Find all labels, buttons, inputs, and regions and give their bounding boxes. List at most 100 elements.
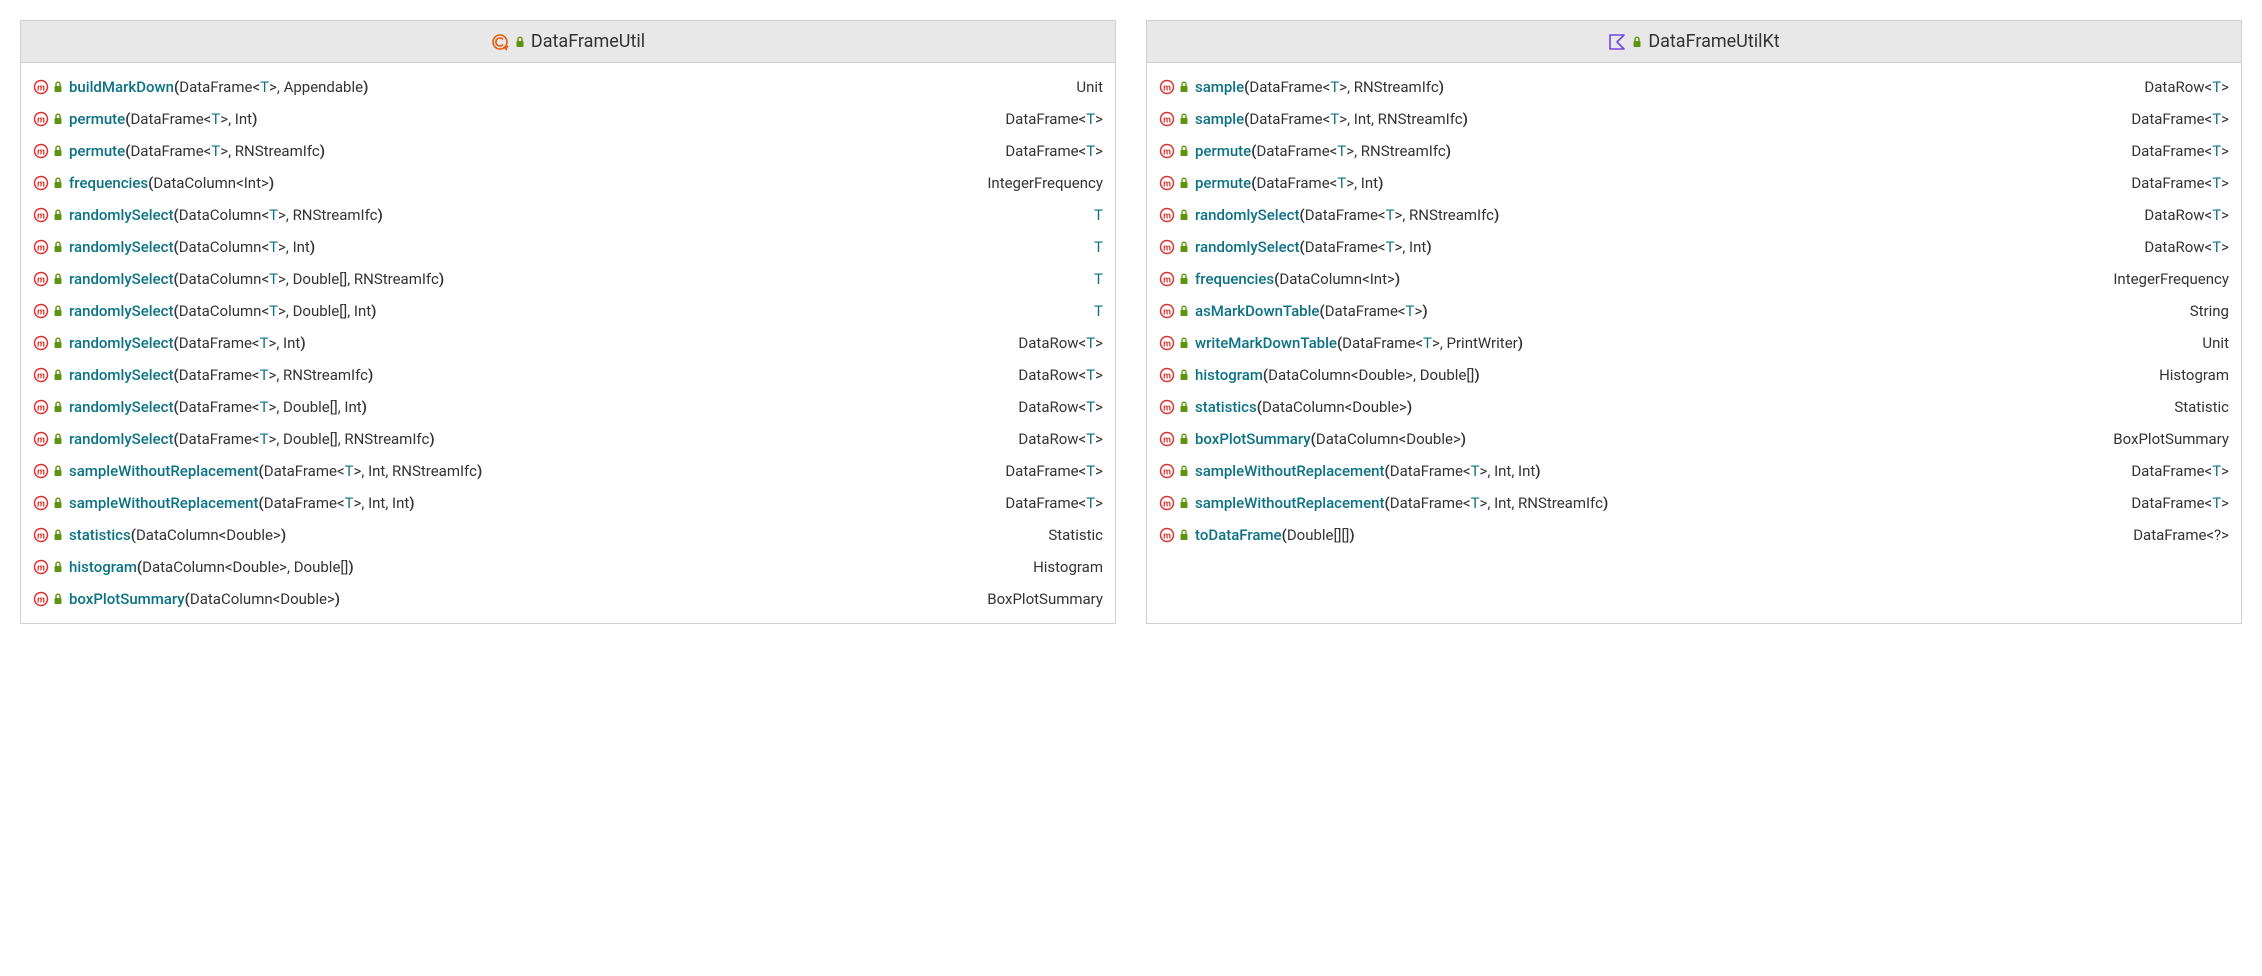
method-row[interactable]: m randomlySelect(DataFrame<T>, RNStreamI… (1147, 199, 2241, 231)
return-type: Histogram (2149, 363, 2229, 387)
method-row[interactable]: m histogram(DataColumn<Double>, Double[]… (1147, 359, 2241, 391)
return-type: DataFrame<T> (2121, 491, 2229, 515)
method-icon: m (1159, 431, 1175, 447)
method-name: boxPlotSummary (69, 590, 185, 608)
method-signature: randomlySelect(DataFrame<T>, Double[], I… (69, 395, 1004, 419)
method-row[interactable]: m randomlySelect(DataColumn<T>, Int)T (21, 231, 1115, 263)
method-row[interactable]: m permute(DataFrame<T>, RNStreamIfc)Data… (21, 135, 1115, 167)
return-type: DataRow<T> (1008, 363, 1103, 387)
lock-icon (1179, 305, 1189, 317)
method-icon: m (33, 335, 49, 351)
return-type: DataFrame<T> (2121, 459, 2229, 483)
return-type: DataRow<T> (2134, 75, 2229, 99)
method-row[interactable]: m histogram(DataColumn<Double>, Double[]… (21, 551, 1115, 583)
method-icon: m (1159, 335, 1175, 351)
method-row[interactable]: m permute(DataFrame<T>, RNStreamIfc)Data… (1147, 135, 2241, 167)
method-row[interactable]: m randomlySelect(DataColumn<T>, Double[]… (21, 295, 1115, 327)
svg-text:m: m (37, 275, 45, 285)
method-signature: toDataFrame(Double[][]) (1195, 523, 2119, 547)
method-row[interactable]: m permute(DataFrame<T>, Int)DataFrame<T> (21, 103, 1115, 135)
panel-header: DataFrameUtilKt (1147, 21, 2241, 63)
method-signature: writeMarkDownTable(DataFrame<T>, PrintWr… (1195, 331, 2188, 355)
method-row[interactable]: m sample(DataFrame<T>, Int, RNStreamIfc)… (1147, 103, 2241, 135)
class-panel: DataFrameUtilKt m sample(DataFrame<T>, R… (1146, 20, 2242, 624)
method-name: asMarkDownTable (1195, 302, 1319, 320)
method-signature: randomlySelect(DataColumn<T>, Double[], … (69, 299, 1080, 323)
return-type: T (1084, 203, 1103, 227)
svg-text:m: m (37, 243, 45, 253)
method-row[interactable]: m randomlySelect(DataFrame<T>, Double[],… (21, 391, 1115, 423)
method-row[interactable]: m randomlySelect(DataFrame<T>, RNStreamI… (21, 359, 1115, 391)
method-signature: sample(DataFrame<T>, Int, RNStreamIfc) (1195, 107, 2117, 131)
panel-header: DataFrameUtil (21, 21, 1115, 63)
return-type: DataFrame<T> (995, 491, 1103, 515)
lock-icon (53, 241, 63, 253)
lock-icon (1179, 401, 1189, 413)
svg-text:m: m (37, 339, 45, 349)
method-row[interactable]: m asMarkDownTable(DataFrame<T>)String (1147, 295, 2241, 327)
method-icon: m (33, 303, 49, 319)
svg-text:m: m (37, 563, 45, 573)
method-row[interactable]: m toDataFrame(Double[][])DataFrame<?> (1147, 519, 2241, 551)
lock-icon (53, 209, 63, 221)
method-signature: histogram(DataColumn<Double>, Double[]) (69, 555, 1019, 579)
lock-icon (53, 177, 63, 189)
method-name: sampleWithoutReplacement (69, 494, 259, 512)
method-name: writeMarkDownTable (1195, 334, 1337, 352)
return-type: Histogram (1023, 555, 1103, 579)
return-type: DataFrame<T> (2121, 139, 2229, 163)
method-row[interactable]: m sampleWithoutReplacement(DataFrame<T>,… (1147, 487, 2241, 519)
method-signature: sampleWithoutReplacement(DataFrame<T>, I… (69, 459, 991, 483)
lock-icon (53, 561, 63, 573)
method-row[interactable]: m statistics(DataColumn<Double>)Statisti… (21, 519, 1115, 551)
method-icon: m (33, 111, 49, 127)
svg-text:m: m (37, 595, 45, 605)
method-row[interactable]: m writeMarkDownTable(DataFrame<T>, Print… (1147, 327, 2241, 359)
method-name: frequencies (1195, 270, 1274, 288)
method-icon: m (33, 591, 49, 607)
svg-text:m: m (37, 435, 45, 445)
lock-icon (1179, 209, 1189, 221)
method-row[interactable]: m sampleWithoutReplacement(DataFrame<T>,… (21, 455, 1115, 487)
class-panel: DataFrameUtil m buildMarkDown(DataFrame<… (20, 20, 1116, 624)
method-row[interactable]: m sampleWithoutReplacement(DataFrame<T>,… (1147, 455, 2241, 487)
method-icon: m (33, 367, 49, 383)
method-signature: randomlySelect(DataColumn<T>, Double[], … (69, 267, 1080, 291)
method-row[interactable]: m randomlySelect(DataFrame<T>, Double[],… (21, 423, 1115, 455)
return-type: DataFrame<T> (995, 107, 1103, 131)
method-name: buildMarkDown (69, 78, 174, 96)
method-icon: m (1159, 175, 1175, 191)
method-row[interactable]: m buildMarkDown(DataFrame<T>, Appendable… (21, 71, 1115, 103)
lock-icon (53, 145, 63, 157)
svg-text:m: m (1163, 115, 1171, 125)
method-name: boxPlotSummary (1195, 430, 1311, 448)
lock-icon (53, 113, 63, 125)
lock-icon (1632, 36, 1642, 48)
method-row[interactable]: m permute(DataFrame<T>, Int)DataFrame<T> (1147, 167, 2241, 199)
method-name: permute (1195, 142, 1251, 160)
method-row[interactable]: m boxPlotSummary(DataColumn<Double>)BoxP… (21, 583, 1115, 615)
method-signature: permute(DataFrame<T>, Int) (69, 107, 991, 131)
method-row[interactable]: m frequencies(DataColumn<Int>)IntegerFre… (1147, 263, 2241, 295)
return-type: DataRow<T> (1008, 395, 1103, 419)
method-row[interactable]: m statistics(DataColumn<Double>)Statisti… (1147, 391, 2241, 423)
method-row[interactable]: m randomlySelect(DataFrame<T>, Int)DataR… (1147, 231, 2241, 263)
method-row[interactable]: m randomlySelect(DataColumn<T>, RNStream… (21, 199, 1115, 231)
method-name: sampleWithoutReplacement (69, 462, 259, 480)
svg-text:m: m (37, 115, 45, 125)
method-row[interactable]: m sampleWithoutReplacement(DataFrame<T>,… (21, 487, 1115, 519)
method-icon: m (1159, 207, 1175, 223)
return-type: Unit (1066, 75, 1103, 99)
return-type: BoxPlotSummary (2103, 427, 2229, 451)
method-row[interactable]: m randomlySelect(DataFrame<T>, Int)DataR… (21, 327, 1115, 359)
return-type: DataRow<T> (1008, 427, 1103, 451)
method-row[interactable]: m boxPlotSummary(DataColumn<Double>)BoxP… (1147, 423, 2241, 455)
method-row[interactable]: m sample(DataFrame<T>, RNStreamIfc)DataR… (1147, 71, 2241, 103)
lock-icon (53, 433, 63, 445)
method-row[interactable]: m frequencies(DataColumn<Int>)IntegerFre… (21, 167, 1115, 199)
method-row[interactable]: m randomlySelect(DataColumn<T>, Double[]… (21, 263, 1115, 295)
method-signature: randomlySelect(DataFrame<T>, Int) (69, 331, 1004, 355)
lock-icon (53, 337, 63, 349)
method-icon: m (33, 559, 49, 575)
method-name: sampleWithoutReplacement (1195, 494, 1385, 512)
